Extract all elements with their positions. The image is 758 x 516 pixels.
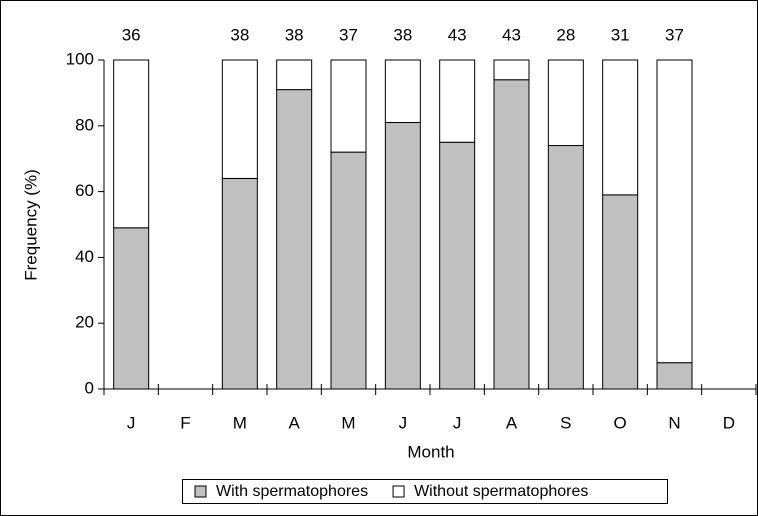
bar-segment xyxy=(384,122,421,390)
bar-segment xyxy=(493,59,530,81)
x-tick-label: O xyxy=(614,413,627,432)
x-axis-label: Month xyxy=(407,442,454,461)
sample-size-label: 43 xyxy=(448,25,467,44)
legend-label: With spermatophores xyxy=(216,483,368,500)
legend-swatch xyxy=(392,485,405,498)
x-tick-label: M xyxy=(341,413,355,432)
bar-segment xyxy=(330,59,367,153)
legend-swatch xyxy=(194,485,207,498)
sample-size-label: 43 xyxy=(502,25,521,44)
y-tick-label: 80 xyxy=(75,115,94,134)
x-tick-label: J xyxy=(127,413,136,432)
x-tick-label: S xyxy=(560,413,571,432)
legend-box xyxy=(182,479,668,504)
sample-size-label: 31 xyxy=(611,25,630,44)
x-tick-label: D xyxy=(723,413,735,432)
x-tick-label: F xyxy=(180,413,190,432)
y-axis-label: Frequency (%) xyxy=(21,169,40,280)
bar-segment xyxy=(384,59,421,124)
bar-segment xyxy=(656,362,693,390)
bar-segment xyxy=(602,59,639,196)
sample-size-label: 37 xyxy=(665,25,684,44)
sample-size-label: 38 xyxy=(285,25,304,44)
bar-segment xyxy=(439,141,476,390)
y-tick-label: 40 xyxy=(75,247,94,266)
y-tick-label: 0 xyxy=(85,378,94,397)
x-tick-label: A xyxy=(288,413,300,432)
y-tick-label: 60 xyxy=(75,181,94,200)
sample-size-label: 38 xyxy=(230,25,249,44)
bar-segment xyxy=(602,194,639,390)
bar-segment xyxy=(113,227,150,390)
bar-segment xyxy=(113,59,150,229)
bar-segment xyxy=(221,59,258,179)
legend-label: Without spermatophores xyxy=(414,483,588,500)
sample-size-label: 36 xyxy=(122,25,141,44)
bar-segment xyxy=(276,89,313,390)
x-tick-label: N xyxy=(668,413,680,432)
x-tick-label: A xyxy=(506,413,518,432)
bar-segment xyxy=(221,177,258,390)
sample-size-label: 38 xyxy=(393,25,412,44)
y-tick-label: 100 xyxy=(66,49,94,68)
bar-segment xyxy=(330,151,367,390)
bar-segment xyxy=(276,59,313,91)
sample-size-label: 37 xyxy=(339,25,358,44)
sample-size-label: 28 xyxy=(556,25,575,44)
bar-segment xyxy=(547,145,584,390)
bar-segment xyxy=(439,59,476,143)
x-tick-label: M xyxy=(233,413,247,432)
x-tick-label: J xyxy=(453,413,462,432)
x-tick-label: J xyxy=(399,413,408,432)
bar-segment xyxy=(493,79,530,390)
bar-segment xyxy=(547,59,584,147)
y-tick-label: 20 xyxy=(75,313,94,332)
bar-segment xyxy=(656,59,693,364)
